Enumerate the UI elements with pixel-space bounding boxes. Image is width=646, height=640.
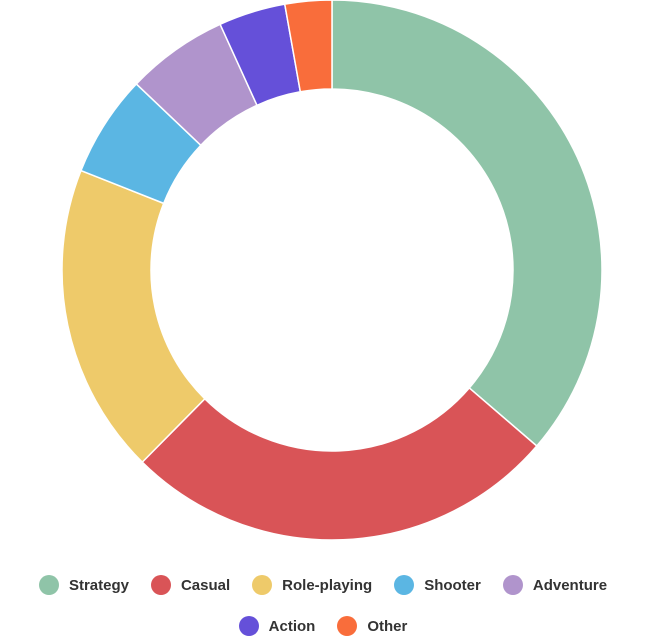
legend-item-other[interactable]: Other — [337, 616, 407, 636]
legend-label-other: Other — [367, 617, 408, 635]
legend-swatch-casual — [150, 575, 171, 595]
legend-swatch-adventure — [502, 575, 523, 595]
legend-row-2: Action Other — [0, 616, 646, 636]
legend-item-casual[interactable]: Casual — [150, 575, 231, 595]
legend-item-role-playing[interactable]: Role-playing — [252, 575, 372, 595]
slice-role-playing[interactable] — [61, 169, 206, 464]
slice-strategy[interactable] — [331, 0, 603, 448]
legend-label-action: Action — [268, 617, 316, 635]
slice-other[interactable] — [283, 0, 333, 93]
legend-swatch-other — [337, 616, 358, 636]
legend-swatch-role-playing — [252, 575, 273, 595]
legend-label-strategy: Strategy — [68, 576, 129, 594]
legend-label-shooter: Shooter — [424, 576, 481, 594]
slice-casual[interactable] — [141, 386, 538, 541]
legend-label-role-playing: Role-playing — [282, 576, 373, 594]
donut-chart — [61, 0, 603, 541]
legend-swatch-shooter — [394, 575, 415, 595]
legend-row-1: Strategy Casual Role-playing Shooter Adv… — [0, 575, 646, 595]
legend-item-action[interactable]: Action — [238, 616, 316, 636]
legend-label-adventure: Adventure — [532, 576, 608, 594]
legend-swatch-action — [238, 616, 259, 636]
legend-item-adventure[interactable]: Adventure — [502, 575, 608, 595]
legend-item-strategy[interactable]: Strategy — [38, 575, 129, 595]
legend-item-shooter[interactable]: Shooter — [394, 575, 481, 595]
legend-swatch-strategy — [38, 575, 59, 595]
legend-label-casual: Casual — [180, 576, 231, 594]
